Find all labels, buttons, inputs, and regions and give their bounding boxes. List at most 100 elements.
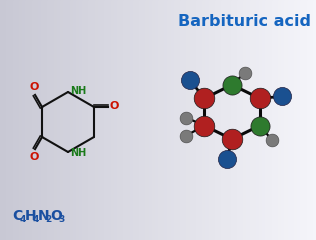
Bar xyxy=(288,0,292,240)
Bar xyxy=(171,0,175,240)
Bar xyxy=(199,0,203,240)
Bar xyxy=(107,0,112,240)
Point xyxy=(184,134,189,138)
Bar xyxy=(120,0,124,240)
Bar xyxy=(231,0,235,240)
Bar xyxy=(262,0,266,240)
Bar xyxy=(196,0,200,240)
Point xyxy=(257,124,262,127)
Bar xyxy=(313,0,316,240)
Bar xyxy=(136,0,140,240)
Bar xyxy=(234,0,238,240)
Bar xyxy=(126,0,131,240)
Bar xyxy=(63,0,67,240)
Bar xyxy=(215,0,219,240)
Point xyxy=(257,96,262,100)
Point xyxy=(229,83,234,87)
Bar xyxy=(6,0,10,240)
Bar xyxy=(193,0,197,240)
Text: O: O xyxy=(29,82,39,92)
Bar xyxy=(272,0,276,240)
Bar xyxy=(133,0,137,240)
Point xyxy=(188,78,193,82)
Bar xyxy=(183,0,187,240)
Bar xyxy=(95,0,99,240)
Bar xyxy=(190,0,194,240)
Bar xyxy=(221,0,225,240)
Bar xyxy=(297,0,301,240)
Bar xyxy=(174,0,178,240)
Bar xyxy=(98,0,102,240)
Bar xyxy=(47,0,52,240)
Bar xyxy=(155,0,159,240)
Bar xyxy=(152,0,156,240)
Bar xyxy=(246,0,251,240)
Bar xyxy=(32,0,36,240)
Bar xyxy=(269,0,273,240)
Bar xyxy=(22,0,26,240)
Bar xyxy=(139,0,143,240)
Point xyxy=(229,137,234,141)
Bar xyxy=(79,0,83,240)
Bar xyxy=(167,0,172,240)
Bar xyxy=(73,0,77,240)
Bar xyxy=(28,0,33,240)
Text: O: O xyxy=(50,209,62,223)
Bar xyxy=(307,0,311,240)
Bar xyxy=(161,0,165,240)
Bar xyxy=(218,0,222,240)
Bar xyxy=(180,0,184,240)
Bar xyxy=(114,0,118,240)
Point xyxy=(224,157,229,161)
Bar xyxy=(104,0,108,240)
Point xyxy=(202,96,207,100)
Text: NH: NH xyxy=(70,86,86,96)
Bar xyxy=(253,0,257,240)
Bar xyxy=(145,0,149,240)
Bar xyxy=(19,0,23,240)
Text: N: N xyxy=(38,209,49,223)
Bar xyxy=(44,0,48,240)
Bar xyxy=(281,0,285,240)
Bar xyxy=(25,0,29,240)
Bar xyxy=(16,0,20,240)
Bar xyxy=(275,0,279,240)
Point xyxy=(184,116,189,120)
Bar xyxy=(303,0,307,240)
Bar xyxy=(88,0,93,240)
Text: 3: 3 xyxy=(58,216,64,224)
Bar xyxy=(41,0,45,240)
Bar xyxy=(294,0,298,240)
Bar xyxy=(237,0,241,240)
Point xyxy=(279,95,284,98)
Bar xyxy=(284,0,289,240)
Bar xyxy=(164,0,168,240)
Bar xyxy=(130,0,134,240)
Text: 4: 4 xyxy=(33,216,39,224)
Bar xyxy=(205,0,210,240)
Bar xyxy=(250,0,254,240)
Bar xyxy=(70,0,74,240)
Bar xyxy=(259,0,263,240)
Bar xyxy=(186,0,191,240)
Bar xyxy=(51,0,55,240)
Bar xyxy=(243,0,247,240)
Bar xyxy=(101,0,105,240)
Point xyxy=(202,124,207,127)
Bar xyxy=(142,0,146,240)
Bar xyxy=(82,0,86,240)
Bar xyxy=(117,0,121,240)
Bar xyxy=(9,0,14,240)
Bar xyxy=(57,0,61,240)
Bar xyxy=(265,0,270,240)
Bar xyxy=(310,0,314,240)
Text: C: C xyxy=(12,209,22,223)
Text: Barbituric acid: Barbituric acid xyxy=(179,14,312,30)
Text: H: H xyxy=(25,209,36,223)
Text: 2: 2 xyxy=(45,216,51,224)
Bar xyxy=(35,0,39,240)
Bar xyxy=(76,0,80,240)
Bar xyxy=(38,0,42,240)
Bar xyxy=(212,0,216,240)
Bar xyxy=(291,0,295,240)
